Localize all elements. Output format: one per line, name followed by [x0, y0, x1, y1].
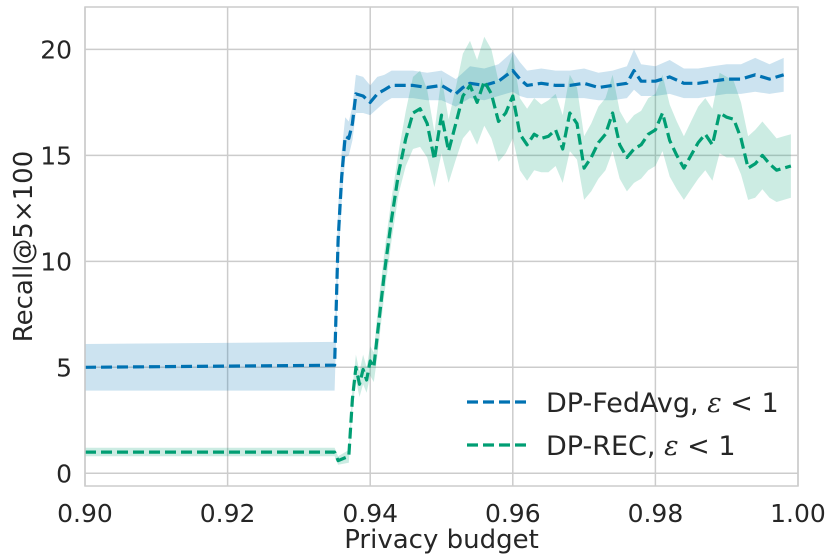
x-tick-label: 0.94 [342, 499, 398, 528]
series-lines [84, 68, 792, 463]
legend-label: DP-FedAvg, ε < 1 [546, 388, 779, 419]
y-tick-label: 20 [40, 35, 72, 64]
x-axis-label: Privacy budget [344, 525, 539, 555]
x-tick-labels: 0.90 0.92 0.94 0.96 0.98 1.00 [57, 499, 826, 528]
y-tick-label: 10 [40, 247, 72, 276]
x-tick-label: 0.98 [628, 499, 684, 528]
legend-label: DP-REC, ε < 1 [546, 431, 736, 462]
x-tick-label: 1.00 [770, 499, 826, 528]
y-tick-label: 5 [56, 353, 72, 382]
y-tick-label: 0 [56, 459, 72, 488]
confidence-band-0 [85, 49, 784, 391]
x-tick-label: 0.90 [57, 499, 113, 528]
x-tick-label: 0.96 [485, 499, 541, 528]
y-axis-label: Recall@5×100 [9, 151, 39, 343]
y-tick-label: 15 [40, 141, 72, 170]
plot-frame [84, 6, 799, 487]
series-line-0 [84, 68, 785, 369]
legend: DP-FedAvg, ε < 1 DP-REC, ε < 1 [467, 388, 779, 462]
confidence-band-1 [85, 36, 791, 465]
y-tick-labels: 0 5 10 15 20 [40, 35, 72, 488]
confidence-bands [85, 36, 791, 465]
series-line-1 [85, 79, 792, 463]
x-tick-label: 0.92 [200, 499, 256, 528]
